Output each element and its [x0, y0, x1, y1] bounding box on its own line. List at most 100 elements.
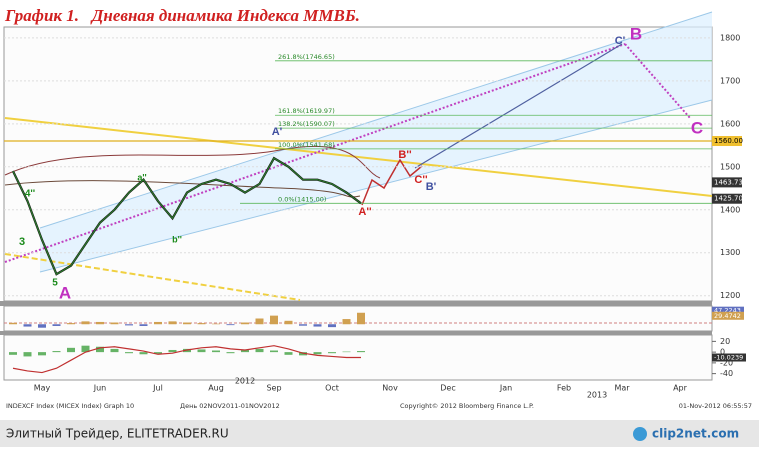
histogram-bar	[197, 349, 206, 353]
x-tick-label: Jul	[152, 384, 163, 393]
histogram-bar	[139, 352, 148, 355]
histogram-bar	[212, 350, 220, 353]
price-line	[12, 157, 362, 276]
last-label: 29.4742	[714, 312, 741, 320]
footer-text: 01-Nov-2012 06:55:57	[679, 402, 752, 410]
x-tick-label: Oct	[325, 384, 339, 393]
fib-label: 261.8%(1746.65)	[278, 53, 335, 61]
bar	[342, 319, 351, 325]
wave-label: C'	[615, 35, 626, 47]
bar	[23, 324, 32, 327]
bar	[139, 324, 148, 326]
bar	[183, 322, 191, 325]
footer-text: День 02NOV2011-01NOV2012	[180, 402, 280, 410]
blue-projection	[414, 43, 623, 169]
histogram-bar	[38, 352, 46, 356]
fib-label: 138.2%(1590.07)	[278, 120, 335, 128]
bar	[96, 321, 104, 325]
yellow-trend-low	[4, 253, 301, 301]
y-tick-label: 0	[720, 348, 725, 357]
y-tick-label: 1500	[720, 162, 740, 171]
watermark-bar	[0, 420, 759, 447]
x-tick-label: Apr	[673, 384, 688, 393]
x-tick-label: Feb	[557, 384, 571, 393]
bar	[154, 321, 162, 325]
x-tick-label: Dec	[440, 384, 455, 393]
watermark-right: clip2net.com	[652, 427, 739, 441]
bar	[168, 321, 177, 325]
price-box	[712, 177, 742, 188]
wave-label: B	[630, 24, 642, 43]
year-label: 2013	[587, 391, 607, 400]
histogram-bar	[284, 352, 293, 355]
oscillator-line	[12, 345, 362, 374]
wave-label: A	[59, 283, 71, 302]
bar	[125, 324, 133, 326]
fib-label: 100.0%(1541.68)	[278, 141, 335, 149]
bar	[226, 324, 235, 326]
histogram-bar	[328, 352, 336, 354]
bar	[212, 323, 220, 325]
histogram-bar	[23, 352, 32, 357]
bar	[255, 318, 264, 325]
last-label: 47.2243	[714, 307, 741, 315]
bar	[110, 322, 119, 325]
wave-label: C	[691, 118, 703, 137]
wave-label: b''	[172, 234, 182, 244]
wave-label: B''	[398, 149, 412, 161]
y-tick-label: -20	[720, 358, 733, 367]
x-tick-label: May	[34, 384, 51, 393]
price-label: 1463.73	[714, 178, 743, 186]
wave-label: 4''	[25, 189, 35, 200]
price-label: 1560.00	[714, 137, 743, 145]
bar	[357, 312, 365, 325]
bar	[197, 323, 206, 325]
histogram-bar	[168, 349, 177, 353]
bar	[284, 320, 293, 325]
price-box	[712, 136, 742, 147]
histogram-bar	[154, 352, 162, 354]
y-tick-label: 1700	[720, 76, 740, 85]
red-projection	[361, 158, 423, 206]
y-tick-label: 1200	[720, 291, 740, 300]
wave-label: 3	[19, 236, 25, 248]
histogram-bar	[67, 347, 75, 353]
yellow-trend	[4, 117, 713, 197]
bar	[299, 324, 307, 326]
x-tick-label: Nov	[382, 384, 398, 393]
bar	[67, 323, 75, 325]
moving-average	[4, 145, 381, 179]
watermark-icon	[633, 427, 647, 441]
histogram-bar	[125, 352, 133, 354]
y-tick-label: 1600	[720, 119, 740, 128]
histogram-bar	[313, 352, 322, 355]
price-box	[712, 193, 742, 204]
wave-label: B'	[426, 181, 437, 193]
wave-label: C''	[414, 174, 428, 186]
footer-text: Copyright© 2012 Bloomberg Finance L.P.	[400, 402, 534, 410]
bar	[313, 324, 322, 327]
last-label: -10.0239	[714, 354, 743, 362]
last-box	[712, 353, 746, 362]
histogram-bar	[110, 348, 119, 353]
channel-fill	[40, 12, 712, 272]
watermark-left: Элитный Трейдер, ELITETRADER.RU	[6, 427, 229, 441]
footer-text: INDEXCF Index (MICEX Index) Graph 10	[6, 402, 134, 410]
histogram-bar	[270, 350, 278, 353]
bar	[270, 315, 278, 325]
histogram-bar	[357, 351, 365, 353]
moving-average-2	[4, 180, 361, 198]
year-label: 2012	[235, 377, 255, 386]
fib-label: 0.0%(1415.00)	[278, 195, 326, 203]
bar	[38, 324, 46, 328]
fib-label: 161.8%(1619.97)	[278, 107, 335, 115]
y-tick-label: 20	[720, 337, 730, 346]
bar	[328, 324, 336, 328]
wave-label: a''	[137, 172, 146, 182]
histogram-bar	[226, 352, 235, 354]
wave-label: A''	[358, 206, 372, 218]
chart-title: График 1. Дневная динамика Индекса ММВБ.	[4, 6, 360, 25]
wave-label: A'	[272, 126, 283, 138]
histogram-bar	[52, 351, 61, 353]
